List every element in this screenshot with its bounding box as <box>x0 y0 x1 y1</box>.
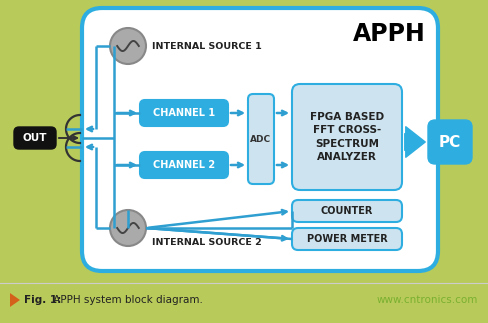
FancyBboxPatch shape <box>292 84 402 190</box>
Text: POWER METER: POWER METER <box>306 234 387 244</box>
FancyBboxPatch shape <box>248 94 274 184</box>
Text: INTERNAL SOURCE 2: INTERNAL SOURCE 2 <box>152 237 262 246</box>
Text: COUNTER: COUNTER <box>321 206 373 216</box>
Circle shape <box>110 210 146 246</box>
FancyBboxPatch shape <box>140 152 228 178</box>
Polygon shape <box>10 293 20 307</box>
Text: OUT: OUT <box>23 133 47 143</box>
FancyArrowPatch shape <box>405 127 425 157</box>
FancyBboxPatch shape <box>292 228 402 250</box>
FancyBboxPatch shape <box>428 120 472 164</box>
Text: CHANNEL 1: CHANNEL 1 <box>153 108 215 118</box>
Text: PC: PC <box>439 134 461 150</box>
Text: INTERNAL SOURCE 1: INTERNAL SOURCE 1 <box>152 41 262 50</box>
FancyBboxPatch shape <box>292 200 402 222</box>
Text: FPGA BASED
FFT CROSS-
SPECTRUM
ANALYZER: FPGA BASED FFT CROSS- SPECTRUM ANALYZER <box>310 112 384 162</box>
Text: CHANNEL 2: CHANNEL 2 <box>153 160 215 170</box>
Text: ADC: ADC <box>250 134 271 143</box>
Text: APPH system block diagram.: APPH system block diagram. <box>50 295 203 305</box>
FancyBboxPatch shape <box>14 127 56 149</box>
Text: APPH: APPH <box>353 22 426 46</box>
Text: Fig. 1:: Fig. 1: <box>24 295 61 305</box>
Circle shape <box>110 28 146 64</box>
FancyBboxPatch shape <box>82 8 438 271</box>
FancyBboxPatch shape <box>140 100 228 126</box>
Text: www.cntronics.com: www.cntronics.com <box>377 295 478 305</box>
